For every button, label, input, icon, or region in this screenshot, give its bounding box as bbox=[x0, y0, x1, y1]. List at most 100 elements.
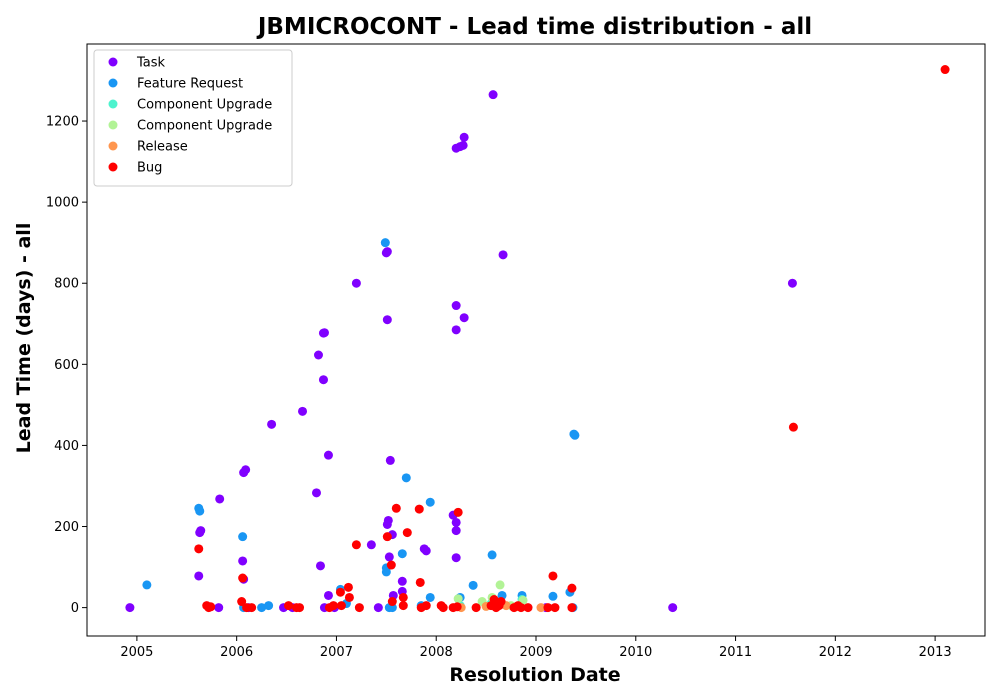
y-tick-label: 400 bbox=[54, 439, 79, 454]
legend-label: Component Upgrade bbox=[137, 98, 272, 113]
task-point bbox=[385, 455, 395, 465]
bug-point bbox=[194, 544, 204, 554]
task-point bbox=[241, 465, 251, 475]
bug-point bbox=[343, 582, 353, 592]
task-point bbox=[668, 603, 678, 613]
legend-marker bbox=[108, 99, 118, 109]
legend-marker bbox=[108, 57, 118, 67]
task-point bbox=[373, 603, 383, 613]
plot-frame bbox=[86, 43, 986, 637]
legend-marker bbox=[108, 78, 118, 88]
y-tick-label: 0 bbox=[71, 601, 79, 616]
task-point bbox=[459, 132, 469, 142]
x-tick-label: 2008 bbox=[420, 645, 453, 660]
x-tick-label: 2013 bbox=[919, 645, 952, 660]
feature-request-point bbox=[195, 506, 205, 516]
task-point bbox=[451, 526, 461, 536]
series-bug bbox=[194, 65, 950, 613]
x-tick-label: 2010 bbox=[619, 645, 652, 660]
legend-label: Task bbox=[136, 56, 166, 71]
task-point bbox=[196, 526, 206, 536]
x-tick-label: 2005 bbox=[120, 645, 153, 660]
task-point bbox=[323, 450, 333, 460]
component-upgrade-point bbox=[453, 594, 463, 604]
feature-request-point bbox=[397, 549, 407, 559]
legend: Task Feature Request Component Upgrade Comp… bbox=[93, 49, 293, 187]
bug-point bbox=[523, 603, 533, 613]
task-point bbox=[382, 315, 392, 325]
task-point bbox=[787, 278, 797, 288]
bug-point bbox=[284, 601, 294, 611]
task-point bbox=[488, 90, 498, 100]
bug-point bbox=[386, 560, 396, 570]
task-point bbox=[451, 517, 461, 527]
bug-point bbox=[237, 597, 247, 607]
bug-point bbox=[452, 602, 462, 612]
task-point bbox=[384, 552, 394, 562]
bug-point bbox=[238, 573, 248, 583]
bug-point bbox=[550, 603, 560, 613]
chart-title: JBMICROCONT - Lead time distribution - a… bbox=[256, 14, 812, 40]
y-tick-label: 600 bbox=[54, 358, 79, 373]
feature-request-point bbox=[380, 238, 390, 248]
bug-point bbox=[489, 595, 499, 605]
feature-request-point bbox=[487, 550, 497, 560]
bug-point bbox=[516, 603, 526, 613]
bug-point bbox=[471, 603, 481, 613]
bug-point bbox=[398, 601, 408, 611]
feature-request-point bbox=[570, 430, 580, 440]
bug-point bbox=[391, 503, 401, 513]
legend-marker bbox=[108, 162, 118, 172]
bug-point bbox=[438, 603, 448, 613]
bug-point bbox=[206, 602, 216, 612]
task-point bbox=[451, 553, 461, 563]
bug-point bbox=[336, 601, 346, 611]
task-point bbox=[397, 576, 407, 586]
task-point bbox=[298, 406, 308, 416]
y-tick-label: 800 bbox=[54, 277, 79, 292]
bug-point bbox=[496, 597, 506, 607]
x-tick-label: 2012 bbox=[819, 645, 852, 660]
release-point bbox=[536, 603, 546, 613]
legend-label: Bug bbox=[137, 161, 162, 176]
task-point bbox=[214, 603, 224, 613]
task-point bbox=[458, 140, 468, 150]
bug-point bbox=[402, 528, 412, 538]
x-tick-label: 2011 bbox=[719, 645, 752, 660]
task-point bbox=[194, 571, 204, 581]
bug-point bbox=[567, 603, 577, 613]
legend-marker bbox=[108, 141, 118, 151]
data-points bbox=[125, 65, 950, 613]
task-point bbox=[351, 278, 361, 288]
task-point bbox=[318, 375, 328, 385]
bug-point bbox=[398, 592, 408, 602]
task-point bbox=[313, 350, 323, 360]
bug-point bbox=[548, 571, 558, 581]
x-tick-label: 2009 bbox=[519, 645, 552, 660]
bug-point bbox=[415, 577, 425, 587]
task-point bbox=[451, 325, 461, 335]
task-point bbox=[451, 301, 461, 311]
bug-point bbox=[354, 603, 364, 613]
bug-point bbox=[387, 597, 397, 607]
series-feature-request bbox=[142, 238, 580, 613]
bug-point bbox=[788, 422, 798, 432]
bug-point bbox=[543, 603, 553, 613]
task-point bbox=[498, 250, 508, 260]
y-axis-ticks: 0 200 400 600 800 1000 1200 bbox=[46, 115, 87, 616]
task-point bbox=[238, 556, 248, 566]
bug-point bbox=[344, 592, 354, 602]
feature-request-point bbox=[238, 532, 248, 542]
task-point bbox=[383, 515, 393, 525]
feature-request-point bbox=[381, 567, 391, 577]
bug-point bbox=[351, 540, 361, 550]
task-point bbox=[421, 546, 431, 556]
feature-request-point bbox=[425, 497, 435, 507]
feature-request-point bbox=[257, 603, 267, 613]
bug-point bbox=[940, 65, 950, 75]
y-axis-label: Lead Time (days) - all bbox=[13, 223, 35, 454]
bug-point bbox=[421, 601, 431, 611]
task-point bbox=[125, 603, 135, 613]
task-point bbox=[323, 590, 333, 600]
